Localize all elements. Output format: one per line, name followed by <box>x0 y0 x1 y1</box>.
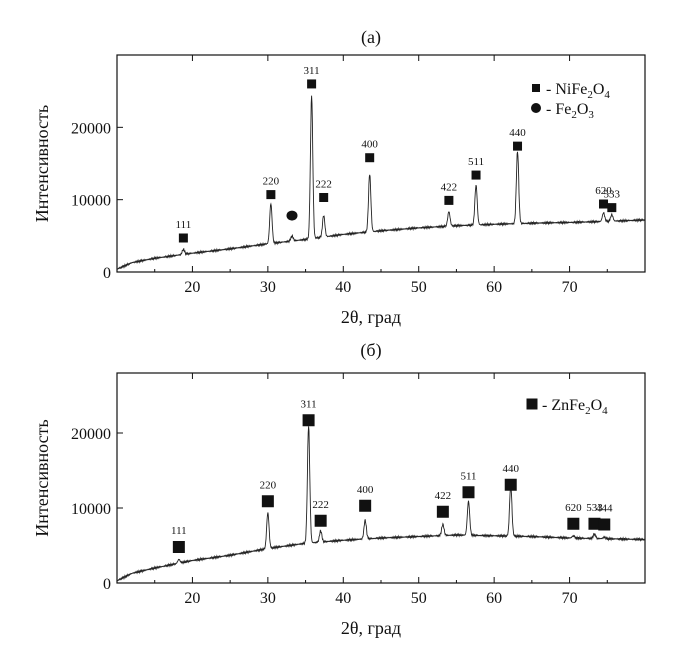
hkl-label: 422 <box>435 490 452 502</box>
y-tick-label: 20000 <box>71 120 111 137</box>
x-tick-label: 40 <box>335 279 351 296</box>
hkl-label: 533 <box>586 502 603 514</box>
spinel-peak-marker <box>607 203 617 213</box>
spinel-peak-marker <box>567 517 580 530</box>
x-tick-label: 70 <box>562 590 578 607</box>
hkl-label: 511 <box>468 156 484 168</box>
panel-label: (a) <box>361 27 381 48</box>
xrd-pattern-line <box>116 426 646 582</box>
hkl-label: 220 <box>260 479 277 491</box>
legend-text-part: - Fe <box>546 101 571 118</box>
hkl-label: 220 <box>263 176 280 188</box>
legend-text-part: O <box>593 81 605 98</box>
legend-text-part: - ZnFe <box>542 397 585 414</box>
legend-circle-marker <box>531 103 541 113</box>
y-tick-label: 10000 <box>71 193 111 210</box>
hkl-label: 111 <box>171 525 187 537</box>
hkl-label: 222 <box>312 499 329 511</box>
hkl-label: 620 <box>565 502 582 514</box>
legend-text-part: - NiFe <box>546 81 587 98</box>
spinel-peak-marker <box>365 153 375 163</box>
x-tick-label: 40 <box>335 590 351 607</box>
spinel-peak-marker <box>314 514 327 527</box>
y-axis-label: Интенсивность <box>32 105 52 222</box>
x-tick-label: 30 <box>260 590 276 607</box>
y-axis-label: Интенсивность <box>32 419 52 536</box>
spinel-peak-marker <box>471 170 481 180</box>
y-tick-label: 20000 <box>71 426 111 443</box>
hkl-label: 222 <box>315 178 332 190</box>
legend-square-marker <box>532 84 540 92</box>
x-tick-label: 30 <box>260 279 276 296</box>
legend-text-part: O <box>591 397 603 414</box>
hkl-label: 400 <box>361 139 378 151</box>
chart-panel-b: (б) 20 30 40 50 60 70 0 10000 20000 2θ, град Интенс… <box>32 340 646 638</box>
spinel-peak-marker <box>598 518 611 531</box>
legend-label: - NiFe2O4 <box>546 81 610 101</box>
x-tick-label: 70 <box>562 279 578 296</box>
xrd-pattern-line <box>116 95 646 270</box>
hkl-label: 111 <box>176 219 192 231</box>
spinel-peak-marker <box>319 192 329 202</box>
spinel-peak-marker <box>172 541 185 553</box>
hkl-label: 533 <box>604 189 621 201</box>
y-tick-label: 0 <box>103 265 111 282</box>
spinel-peak-marker <box>302 414 315 427</box>
hkl-label: 440 <box>502 463 519 475</box>
spinel-peak-marker <box>436 505 449 518</box>
hkl-label: 400 <box>357 484 374 496</box>
chart-panel-a: (a) 20 30 40 50 60 70 0 10000 20000 2θ, град Интенс… <box>32 27 646 327</box>
x-tick-label: 20 <box>184 590 200 607</box>
spinel-peak-marker <box>359 499 372 512</box>
spinel-peak-marker <box>462 486 475 499</box>
hkl-label: 511 <box>460 470 476 482</box>
panel-label: (б) <box>360 340 381 361</box>
spinel-peak-marker <box>599 199 609 209</box>
legend-label: - Fe2O3 <box>546 101 594 121</box>
x-tick-label: 60 <box>486 590 502 607</box>
spinel-peak-marker <box>588 517 601 530</box>
legend-square-marker <box>526 398 538 410</box>
x-tick-label: 50 <box>411 279 427 296</box>
legend-subscript: 4 <box>602 405 608 417</box>
x-axis-label: 2θ, град <box>341 307 401 327</box>
legend-subscript: 3 <box>588 109 594 121</box>
legend-subscript: 2 <box>585 405 591 417</box>
y-tick-label: 10000 <box>71 501 111 518</box>
y-tick-label: 0 <box>103 576 111 593</box>
x-tick-label: 60 <box>486 279 502 296</box>
spinel-peak-marker <box>261 495 274 508</box>
hkl-label: 444 <box>596 503 613 515</box>
spinel-peak-marker <box>178 233 188 243</box>
legend-subscript: 2 <box>587 89 593 101</box>
fe2o3-peak-marker <box>286 210 298 221</box>
hkl-label: 422 <box>441 181 458 193</box>
hkl-label: 311 <box>301 398 317 410</box>
legend-label: - ZnFe2O4 <box>542 397 608 417</box>
legend-text-part: O <box>577 101 589 118</box>
spinel-peak-marker <box>266 190 276 200</box>
x-axis-label: 2θ, град <box>341 618 401 638</box>
x-tick-label: 20 <box>184 279 200 296</box>
hkl-label: 620 <box>595 185 612 197</box>
legend-subscript: 4 <box>604 89 610 101</box>
hkl-label: 311 <box>304 65 320 77</box>
spinel-peak-marker <box>504 478 517 491</box>
x-tick-label: 50 <box>411 590 427 607</box>
spinel-peak-marker <box>444 195 454 205</box>
spinel-peak-marker <box>307 79 317 89</box>
hkl-label: 440 <box>509 127 526 139</box>
legend-subscript: 2 <box>571 109 577 121</box>
spinel-peak-marker <box>513 141 523 151</box>
